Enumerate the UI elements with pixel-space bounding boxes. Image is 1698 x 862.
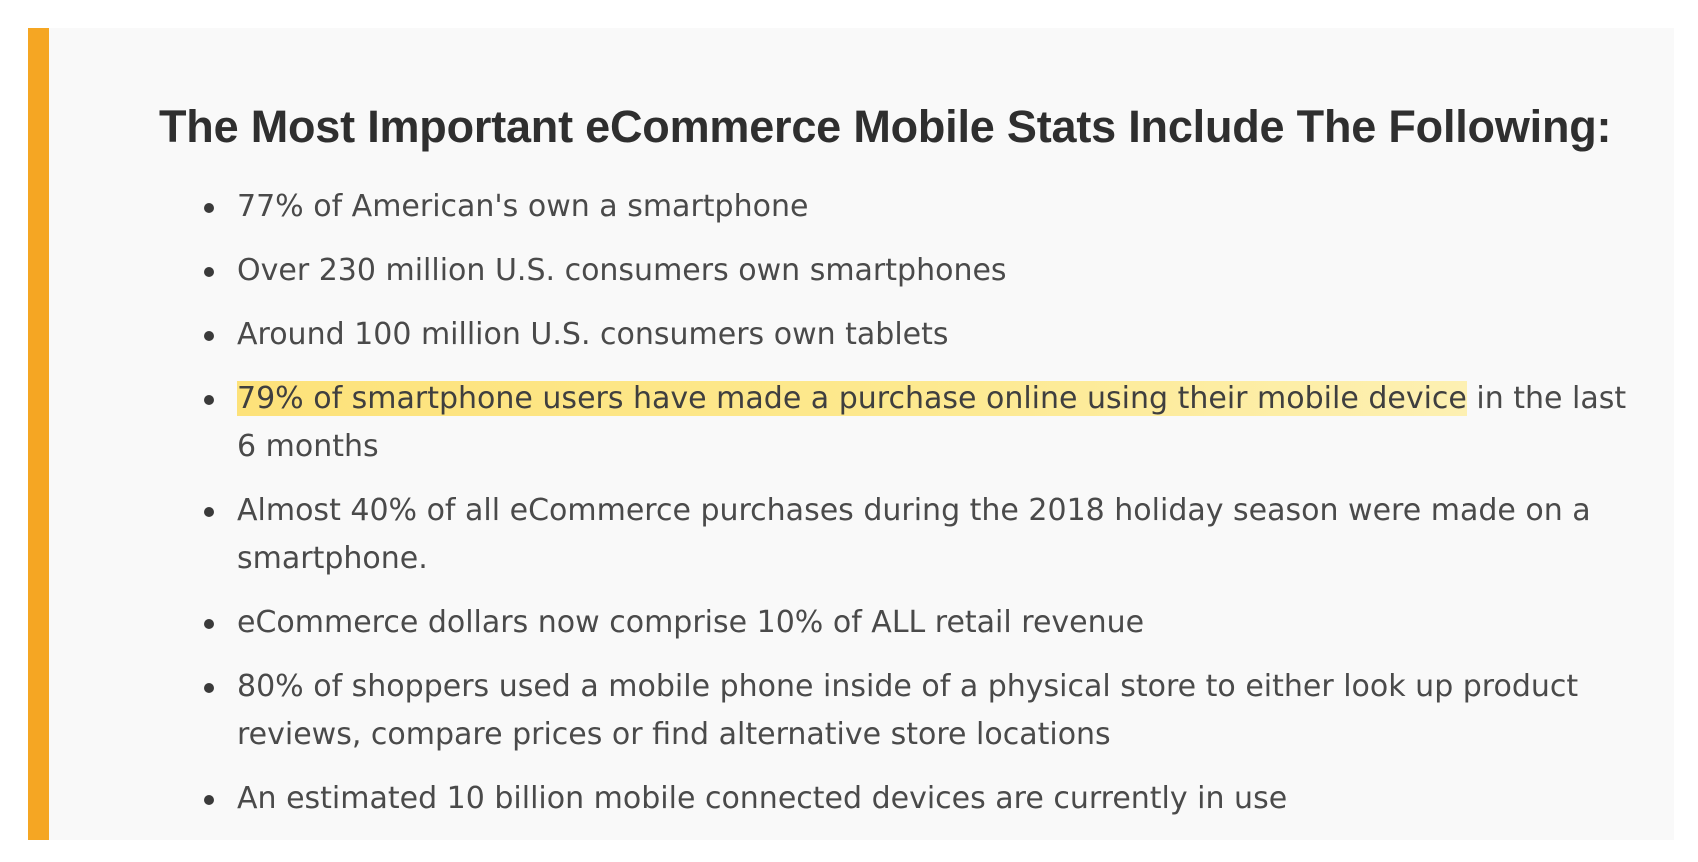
bullet-icon xyxy=(204,203,214,213)
list-item: Over 230 million U.S. consumers own smar… xyxy=(159,247,1639,295)
bullet-icon xyxy=(204,683,214,693)
highlighted-stat-text: 79% of smartphone users have made a purc… xyxy=(237,381,1467,416)
bullet-icon xyxy=(204,331,214,341)
page-title: The Most Important eCommerce Mobile Stat… xyxy=(159,101,1612,152)
stat-text: 77% of American's own a smartphone xyxy=(237,189,809,224)
list-item: 77% of American's own a smartphone xyxy=(159,183,1639,231)
stat-text: Over 230 million U.S. consumers own smar… xyxy=(237,253,1007,288)
list-item: Almost 40% of all eCommerce purchases du… xyxy=(159,487,1639,583)
stat-text: An estimated 10 billion mobile connected… xyxy=(237,781,1288,816)
bullet-icon xyxy=(204,395,214,405)
stats-list: 77% of American's own a smartphone Over … xyxy=(159,183,1639,839)
bullet-icon xyxy=(204,619,214,629)
bullet-icon xyxy=(204,267,214,277)
list-item: 79% of smartphone users have made a purc… xyxy=(159,375,1639,471)
list-item: 80% of shoppers used a mobile phone insi… xyxy=(159,663,1639,759)
stat-text: in the last 6 months xyxy=(237,381,1627,464)
list-item: An estimated 10 billion mobile connected… xyxy=(159,775,1639,823)
list-item: Around 100 million U.S. consumers own ta… xyxy=(159,311,1639,359)
stat-text: Almost 40% of all eCommerce purchases du… xyxy=(237,493,1591,576)
bullet-icon xyxy=(204,795,214,805)
stat-text: Around 100 million U.S. consumers own ta… xyxy=(237,317,949,352)
stats-callout: The Most Important eCommerce Mobile Stat… xyxy=(28,28,1674,840)
stat-text: eCommerce dollars now comprise 10% of AL… xyxy=(237,605,1145,640)
stat-text: 80% of shoppers used a mobile phone insi… xyxy=(237,669,1579,752)
list-item: eCommerce dollars now comprise 10% of AL… xyxy=(159,599,1639,647)
bullet-icon xyxy=(204,507,214,517)
